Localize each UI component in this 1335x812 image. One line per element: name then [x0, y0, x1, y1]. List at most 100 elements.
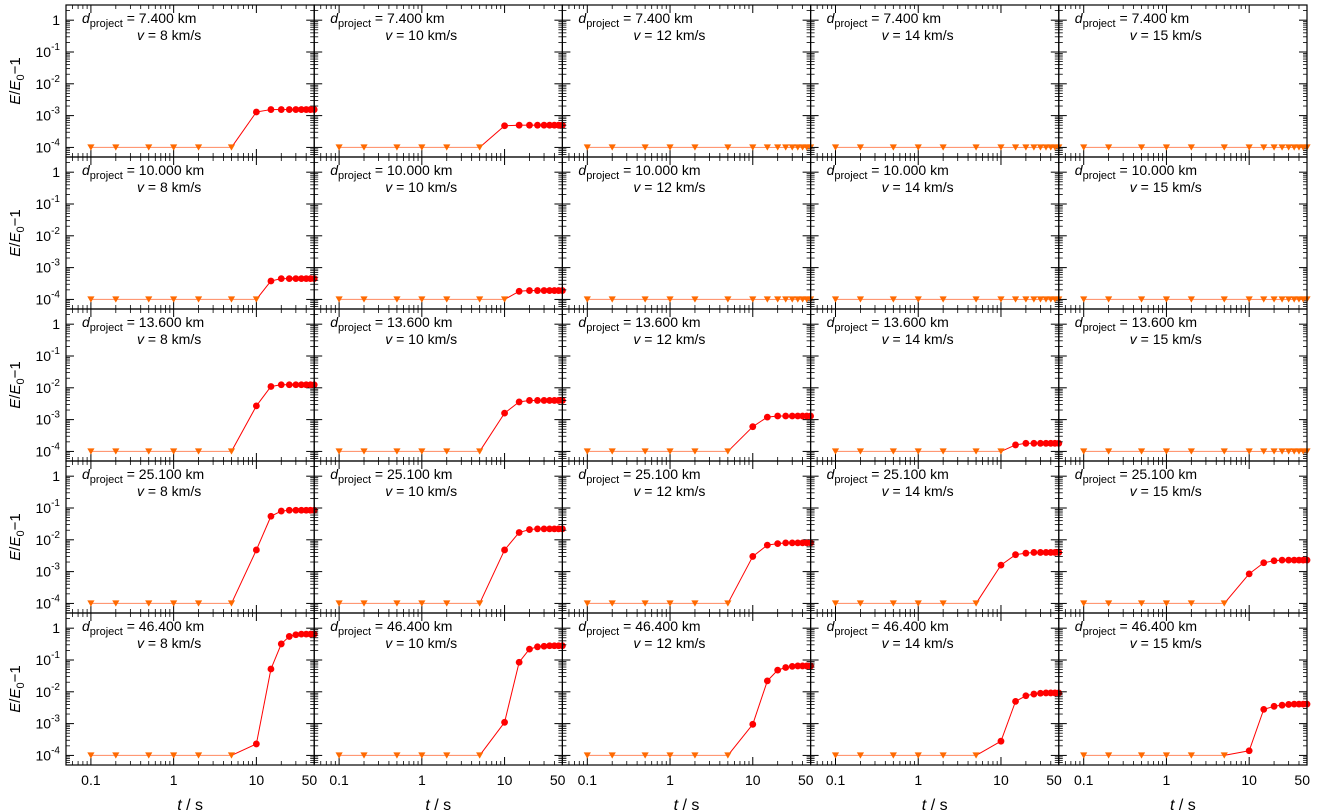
bound-marker: [393, 296, 401, 303]
x-tick-label: 10: [1241, 772, 1257, 788]
annotation-distance: dproject = 10.000 km: [1075, 162, 1197, 182]
data-point: [749, 720, 757, 728]
equals-sign: =: [889, 179, 905, 195]
x-tick-label: 1: [170, 772, 178, 788]
equals-sign: =: [640, 331, 656, 347]
data-point: [794, 412, 802, 420]
v-symbol: v: [137, 483, 145, 499]
bound-marker: [1162, 296, 1171, 303]
data-point: [1042, 549, 1050, 556]
d-subscript: project: [338, 170, 371, 182]
ylabel-E0: E: [7, 384, 24, 395]
bound-marker: [774, 144, 782, 151]
data-point: [534, 121, 541, 129]
data-point: [297, 106, 305, 113]
bound-marker: [252, 296, 260, 303]
bound-marker: [889, 296, 897, 303]
distance-unit: km: [674, 10, 693, 26]
v-symbol: v: [882, 27, 890, 43]
x-axis-label: t / s: [922, 797, 948, 812]
speed-unit: km/s: [1172, 331, 1202, 347]
series-segment: [479, 125, 505, 148]
d-subscript: project: [1083, 18, 1116, 30]
bound-marker: [1285, 296, 1293, 303]
data-point: [1260, 705, 1268, 713]
y-tick-base: 10: [36, 412, 52, 428]
bound-marker: [1245, 144, 1253, 151]
bound-marker: [145, 752, 153, 759]
panel-d7.400-v12: dproject = 7.400 kmv = 12 km/s: [561, 4, 815, 158]
data-point: [1278, 556, 1286, 564]
distance-unit: km: [930, 314, 949, 330]
d-subscript: project: [90, 170, 123, 182]
speed-unit: km/s: [172, 331, 202, 347]
d-symbol: d: [330, 618, 339, 634]
bound-marker: [641, 752, 649, 759]
equals-sign: =: [889, 483, 905, 499]
bound-marker: [1290, 448, 1298, 455]
x-tick-label: 50: [798, 772, 814, 788]
x-tick-label: 1: [666, 772, 674, 788]
equals-sign: =: [144, 331, 160, 347]
bound-marker: [476, 296, 484, 303]
series-segment: [231, 111, 257, 148]
bound-marker: [583, 600, 591, 607]
y-tick-base: 10: [36, 380, 52, 396]
speed-value: 14: [905, 483, 921, 499]
bound-marker: [418, 144, 426, 151]
ylabel-subscript: 0: [15, 74, 27, 80]
d-symbol: d: [827, 466, 836, 482]
bound-marker: [856, 600, 865, 607]
ylabel-slash: /: [7, 90, 24, 95]
d-symbol: d: [330, 10, 339, 26]
data-point: [285, 506, 293, 514]
equals-sign: =: [619, 314, 635, 330]
bound-marker: [1187, 144, 1195, 151]
data-point: [297, 630, 305, 638]
data-point: [763, 541, 771, 549]
xlabel-t: t: [425, 797, 430, 812]
x-tick-label: 1: [914, 772, 922, 788]
equals-sign: =: [123, 314, 139, 330]
ylabel-rest: −1: [7, 361, 24, 378]
bound-marker: [889, 600, 897, 607]
equals-sign: =: [889, 27, 905, 43]
d-subscript: project: [1083, 626, 1116, 638]
equals-sign: =: [640, 27, 656, 43]
bound-marker: [856, 752, 865, 759]
speed-unit: km/s: [428, 331, 458, 347]
xlabel-unit: / s: [1174, 797, 1195, 812]
x-tick-label: 10: [497, 772, 513, 788]
bound-marker: [1162, 752, 1171, 759]
bound-marker: [914, 144, 922, 151]
d-subscript: project: [90, 18, 123, 30]
y-tick-exponent: -2: [51, 378, 60, 389]
equals-sign: =: [619, 10, 635, 26]
x-tick-label: 0.1: [81, 772, 101, 788]
bound-marker: [831, 752, 840, 759]
annotation-speed: v = 14 km/s: [882, 635, 954, 651]
data-point: [774, 540, 782, 547]
bound-marker: [666, 752, 674, 759]
bound-marker: [1220, 448, 1228, 455]
speed-unit: km/s: [924, 635, 954, 651]
y-tick-exponent: -4: [51, 289, 60, 300]
annotation-speed: v = 10 km/s: [385, 483, 457, 499]
data-point: [515, 658, 523, 666]
bound-marker: [608, 600, 616, 607]
y-tick-exponent: -1: [51, 194, 60, 205]
annotation-speed: v = 8 km/s: [137, 635, 201, 651]
bound-marker: [583, 144, 591, 151]
x-tick-label: 0.1: [826, 772, 846, 788]
bound-marker: [914, 448, 922, 455]
distance-value: 13.600: [139, 314, 182, 330]
distance-value: 46.400: [139, 618, 182, 634]
equals-sign: =: [371, 314, 387, 330]
v-symbol: v: [137, 331, 145, 347]
annotation-speed: v = 12 km/s: [633, 483, 705, 499]
bound-marker: [1270, 448, 1278, 455]
bound-marker: [691, 448, 699, 455]
distance-unit: km: [186, 314, 205, 330]
v-symbol: v: [882, 483, 890, 499]
